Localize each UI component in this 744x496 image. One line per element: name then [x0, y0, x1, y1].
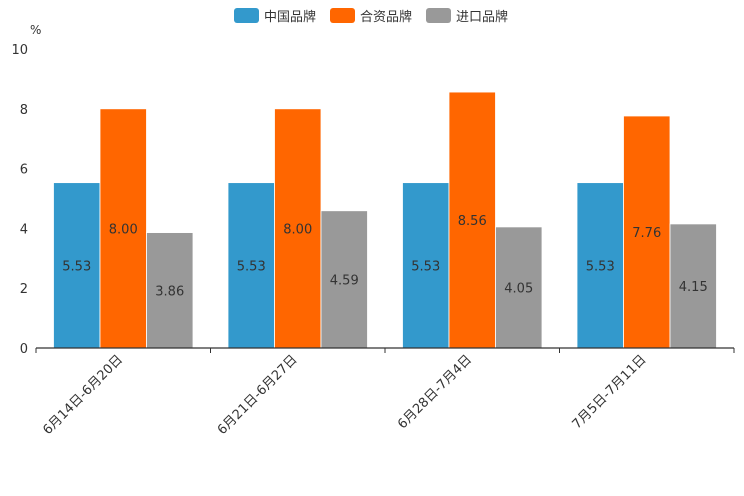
x-tick-label: 6月28日-7月4日 [395, 352, 475, 432]
legend-label: 合资品牌 [360, 9, 412, 25]
y-tick-label: 4 [20, 222, 28, 237]
y-axis-unit: % [30, 23, 41, 37]
data-label: 4.59 [330, 273, 359, 288]
data-label: 5.53 [62, 259, 91, 274]
legend-item-0[interactable]: 中国品牌 [234, 8, 316, 25]
data-label: 5.53 [586, 259, 615, 274]
data-label: 7.76 [632, 226, 661, 241]
legend-swatch [426, 8, 451, 23]
legend-swatch [234, 8, 259, 23]
bars: 5.53 8.00 3.86 5.53 8.00 4.59 5.53 8.56 4.05 5.53… [53, 91, 717, 349]
bar-series-0-category-1[interactable] [227, 182, 275, 349]
legend-label: 进口品牌 [456, 9, 508, 25]
x-axis-ticks: 6月14日-6月20日 6月21日-6月27日 6月28日-7月4日 7月5日-7月1… [35, 348, 735, 438]
x-tick-label: 6月14日-6月20日 [40, 352, 126, 438]
y-tick-label: 2 [20, 282, 28, 297]
bar-series-1-category-0[interactable] [99, 108, 147, 349]
legend-item-1[interactable]: 合资品牌 [330, 8, 412, 25]
legend-item-2[interactable]: 进口品牌 [426, 8, 508, 25]
x-tick-label: 7月5日-7月11日 [570, 352, 650, 432]
data-label: 8.56 [458, 214, 487, 229]
data-label: 4.15 [679, 280, 708, 295]
legend-swatch [330, 8, 355, 23]
data-label: 4.05 [504, 281, 533, 296]
data-label: 8.00 [283, 222, 312, 237]
bar-series-2-category-0[interactable] [146, 232, 194, 349]
bar-series-1-category-2[interactable] [448, 91, 496, 349]
legend[interactable]: 中国品牌 合资品牌 进口品牌 [234, 8, 508, 25]
bar-series-2-category-3[interactable] [669, 223, 717, 349]
legend-label: 中国品牌 [264, 9, 316, 25]
bar-series-2-category-1[interactable] [320, 210, 368, 349]
bar-series-1-category-1[interactable] [274, 108, 322, 349]
y-tick-label: 10 [11, 43, 28, 58]
bar-series-0-category-0[interactable] [53, 182, 101, 349]
data-label: 3.86 [155, 284, 184, 299]
data-label: 8.00 [109, 222, 138, 237]
y-tick-label: 6 [20, 163, 28, 178]
y-tick-label: 0 [20, 342, 28, 357]
x-tick-label: 6月21日-6月27日 [215, 352, 301, 438]
data-label: 5.53 [411, 259, 440, 274]
y-tick-label: 8 [20, 103, 28, 118]
bar-series-0-category-3[interactable] [576, 182, 624, 349]
y-axis-ticks: 0 2 4 6 8 10 [11, 43, 28, 357]
data-label: 5.53 [237, 259, 266, 274]
